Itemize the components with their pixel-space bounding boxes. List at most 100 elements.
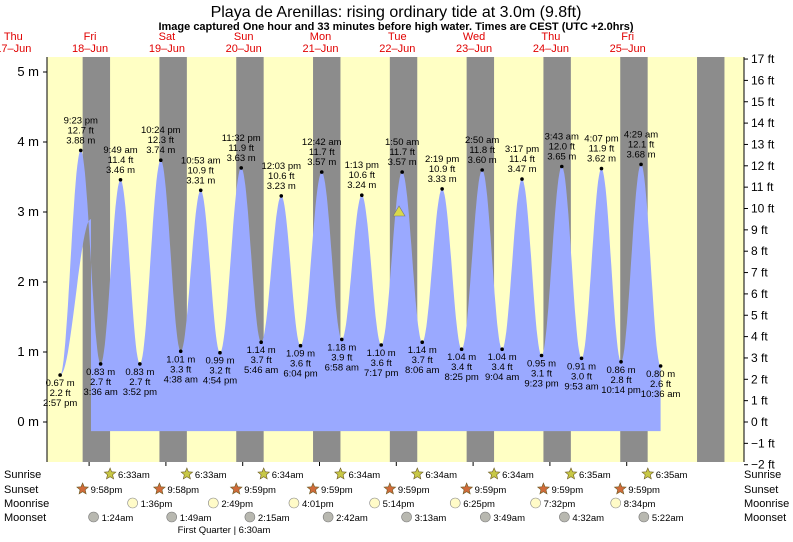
day-name: Sat <box>159 31 176 43</box>
extreme-label: 0.91 m <box>567 361 596 372</box>
extreme-label: 1.18 m <box>327 342 356 353</box>
extreme-label: 3.57 m <box>388 157 417 168</box>
extreme-label: 3.68 m <box>627 149 656 160</box>
extreme-label: 3.63 m <box>227 153 256 164</box>
extreme-point <box>420 340 425 345</box>
moonrise-icon <box>208 497 219 509</box>
extreme-label: 3.7 ft <box>251 355 272 366</box>
sunrise-icon <box>103 467 117 480</box>
tide-curve <box>60 150 661 432</box>
extreme-label: 1.01 m <box>166 354 195 365</box>
sunset-time: 9:59pm <box>475 485 507 496</box>
sunrise-time: 6:34am <box>272 470 304 481</box>
extreme-point <box>619 360 623 364</box>
extreme-label: 11.4 ft <box>509 154 535 165</box>
extreme-label: 3.9 ft <box>331 352 352 363</box>
sunrise-icon <box>334 467 347 480</box>
moonrise-icon <box>610 497 622 509</box>
row-label-right: Moonrise <box>744 498 789 510</box>
row-label-left: Sunset <box>4 484 38 496</box>
extreme-label: 3.0 ft <box>571 371 592 382</box>
sunset-icon <box>306 482 320 495</box>
day-date: 24–Jun <box>533 43 569 55</box>
day-date: 18–Jun <box>72 43 108 55</box>
y-tick-label-ft: 2 ft <box>751 372 768 386</box>
moon-phase-note: First Quarter | 6:30am <box>178 525 271 536</box>
row-label-right: Moonset <box>744 512 786 524</box>
extreme-label: 12.7 ft <box>68 125 95 136</box>
low-tide-mark: 1.01 m3.3 ft4:38 am <box>164 349 198 385</box>
y-tick-label-ft: 0 ft <box>751 415 768 429</box>
extreme-label: 9:04 am <box>485 372 519 383</box>
extreme-label: 7:17 pm <box>364 368 398 379</box>
extreme-label: 1.04 m <box>447 352 476 363</box>
extreme-label: 2:57 pm <box>43 398 77 409</box>
day-date: 19–Jun <box>149 43 185 55</box>
row-label-left: Sunrise <box>4 469 41 481</box>
low-tide-mark: 1.14 m3.7 ft5:46 am <box>244 340 278 376</box>
extreme-point <box>359 193 364 197</box>
moonrise-time: 1:36pm <box>141 499 173 510</box>
sunset-icon <box>383 482 397 495</box>
y-tick-label-m: 2 m <box>17 274 39 289</box>
extreme-point <box>58 373 62 377</box>
extreme-label: 3.62 m <box>587 154 616 165</box>
y-tick-label-ft: 7 ft <box>751 266 768 280</box>
extreme-point <box>599 166 604 171</box>
y-tick-label-ft: 10 ft <box>751 202 775 216</box>
extreme-point <box>239 166 244 170</box>
y-tick-label-ft: 15 ft <box>751 95 775 109</box>
moonset-icon <box>88 511 99 523</box>
extreme-point <box>218 350 222 355</box>
extreme-label: 9:23 pm <box>524 379 558 390</box>
sunset-icon <box>152 482 166 495</box>
day-name: Wed <box>463 31 485 43</box>
day-name: Thu <box>4 31 23 43</box>
extreme-label: 10:36 am <box>641 389 681 400</box>
sunrise-time: 6:33am <box>118 470 150 481</box>
moonset-time: 1:24am <box>102 513 134 524</box>
y-tick-label-ft: 6 ft <box>751 287 768 301</box>
extreme-point <box>440 187 444 191</box>
extreme-label: 5:46 am <box>244 365 278 376</box>
low-tide-mark: 1.10 m3.6 ft7:17 pm <box>364 343 398 379</box>
low-tide-mark: 0.95 m3.1 ft9:23 pm <box>524 353 559 390</box>
extreme-label: 3.65 m <box>547 152 576 163</box>
extreme-label: 0.83 m <box>86 367 115 378</box>
extreme-label: 3.4 ft <box>451 362 472 373</box>
extreme-label: 12.0 ft <box>549 142 576 153</box>
extreme-label: 4:29 am <box>624 129 658 140</box>
extreme-point <box>158 158 163 162</box>
moonrise-time: 7:32pm <box>544 499 576 510</box>
sunrise-time: 6:34am <box>425 470 457 481</box>
low-tide-mark: 0.91 m3.0 ft9:53 am <box>564 356 599 392</box>
chart-subtitle: Image captured One hour and 33 minutes b… <box>158 21 633 33</box>
extreme-label: 0.83 m <box>125 367 154 378</box>
extreme-point <box>138 362 142 366</box>
extreme-label: 3.2 ft <box>209 366 230 377</box>
extreme-point <box>400 170 404 174</box>
moonset-icon <box>559 511 570 523</box>
moonset-icon <box>638 511 650 523</box>
sunset-time: 9:59pm <box>398 485 430 496</box>
extreme-label: 11.8 ft <box>469 145 495 156</box>
extreme-label: 10:14 pm <box>601 385 641 396</box>
y-tick-label-ft: 3 ft <box>751 351 768 365</box>
extreme-label: 2:19 pm <box>425 154 459 165</box>
extreme-label: 1.09 m <box>286 349 315 360</box>
extreme-label: 3.7 ft <box>412 355 433 366</box>
extreme-label: 1.10 m <box>367 348 396 359</box>
extreme-point <box>639 162 643 167</box>
day-name: Fri <box>621 31 634 43</box>
right-axis-feet: −2 ft −1 ft 0 ft 1 ft 2 ft 3 ft 4 ft 5 ft 6 ft 7 … <box>743 52 775 472</box>
y-tick-label-m: 4 m <box>17 134 39 149</box>
low-tide-mark: 0.83 m2.7 ft3:36 am <box>83 362 118 398</box>
extreme-point <box>259 340 263 345</box>
extreme-label: 1:13 pm <box>345 160 379 171</box>
